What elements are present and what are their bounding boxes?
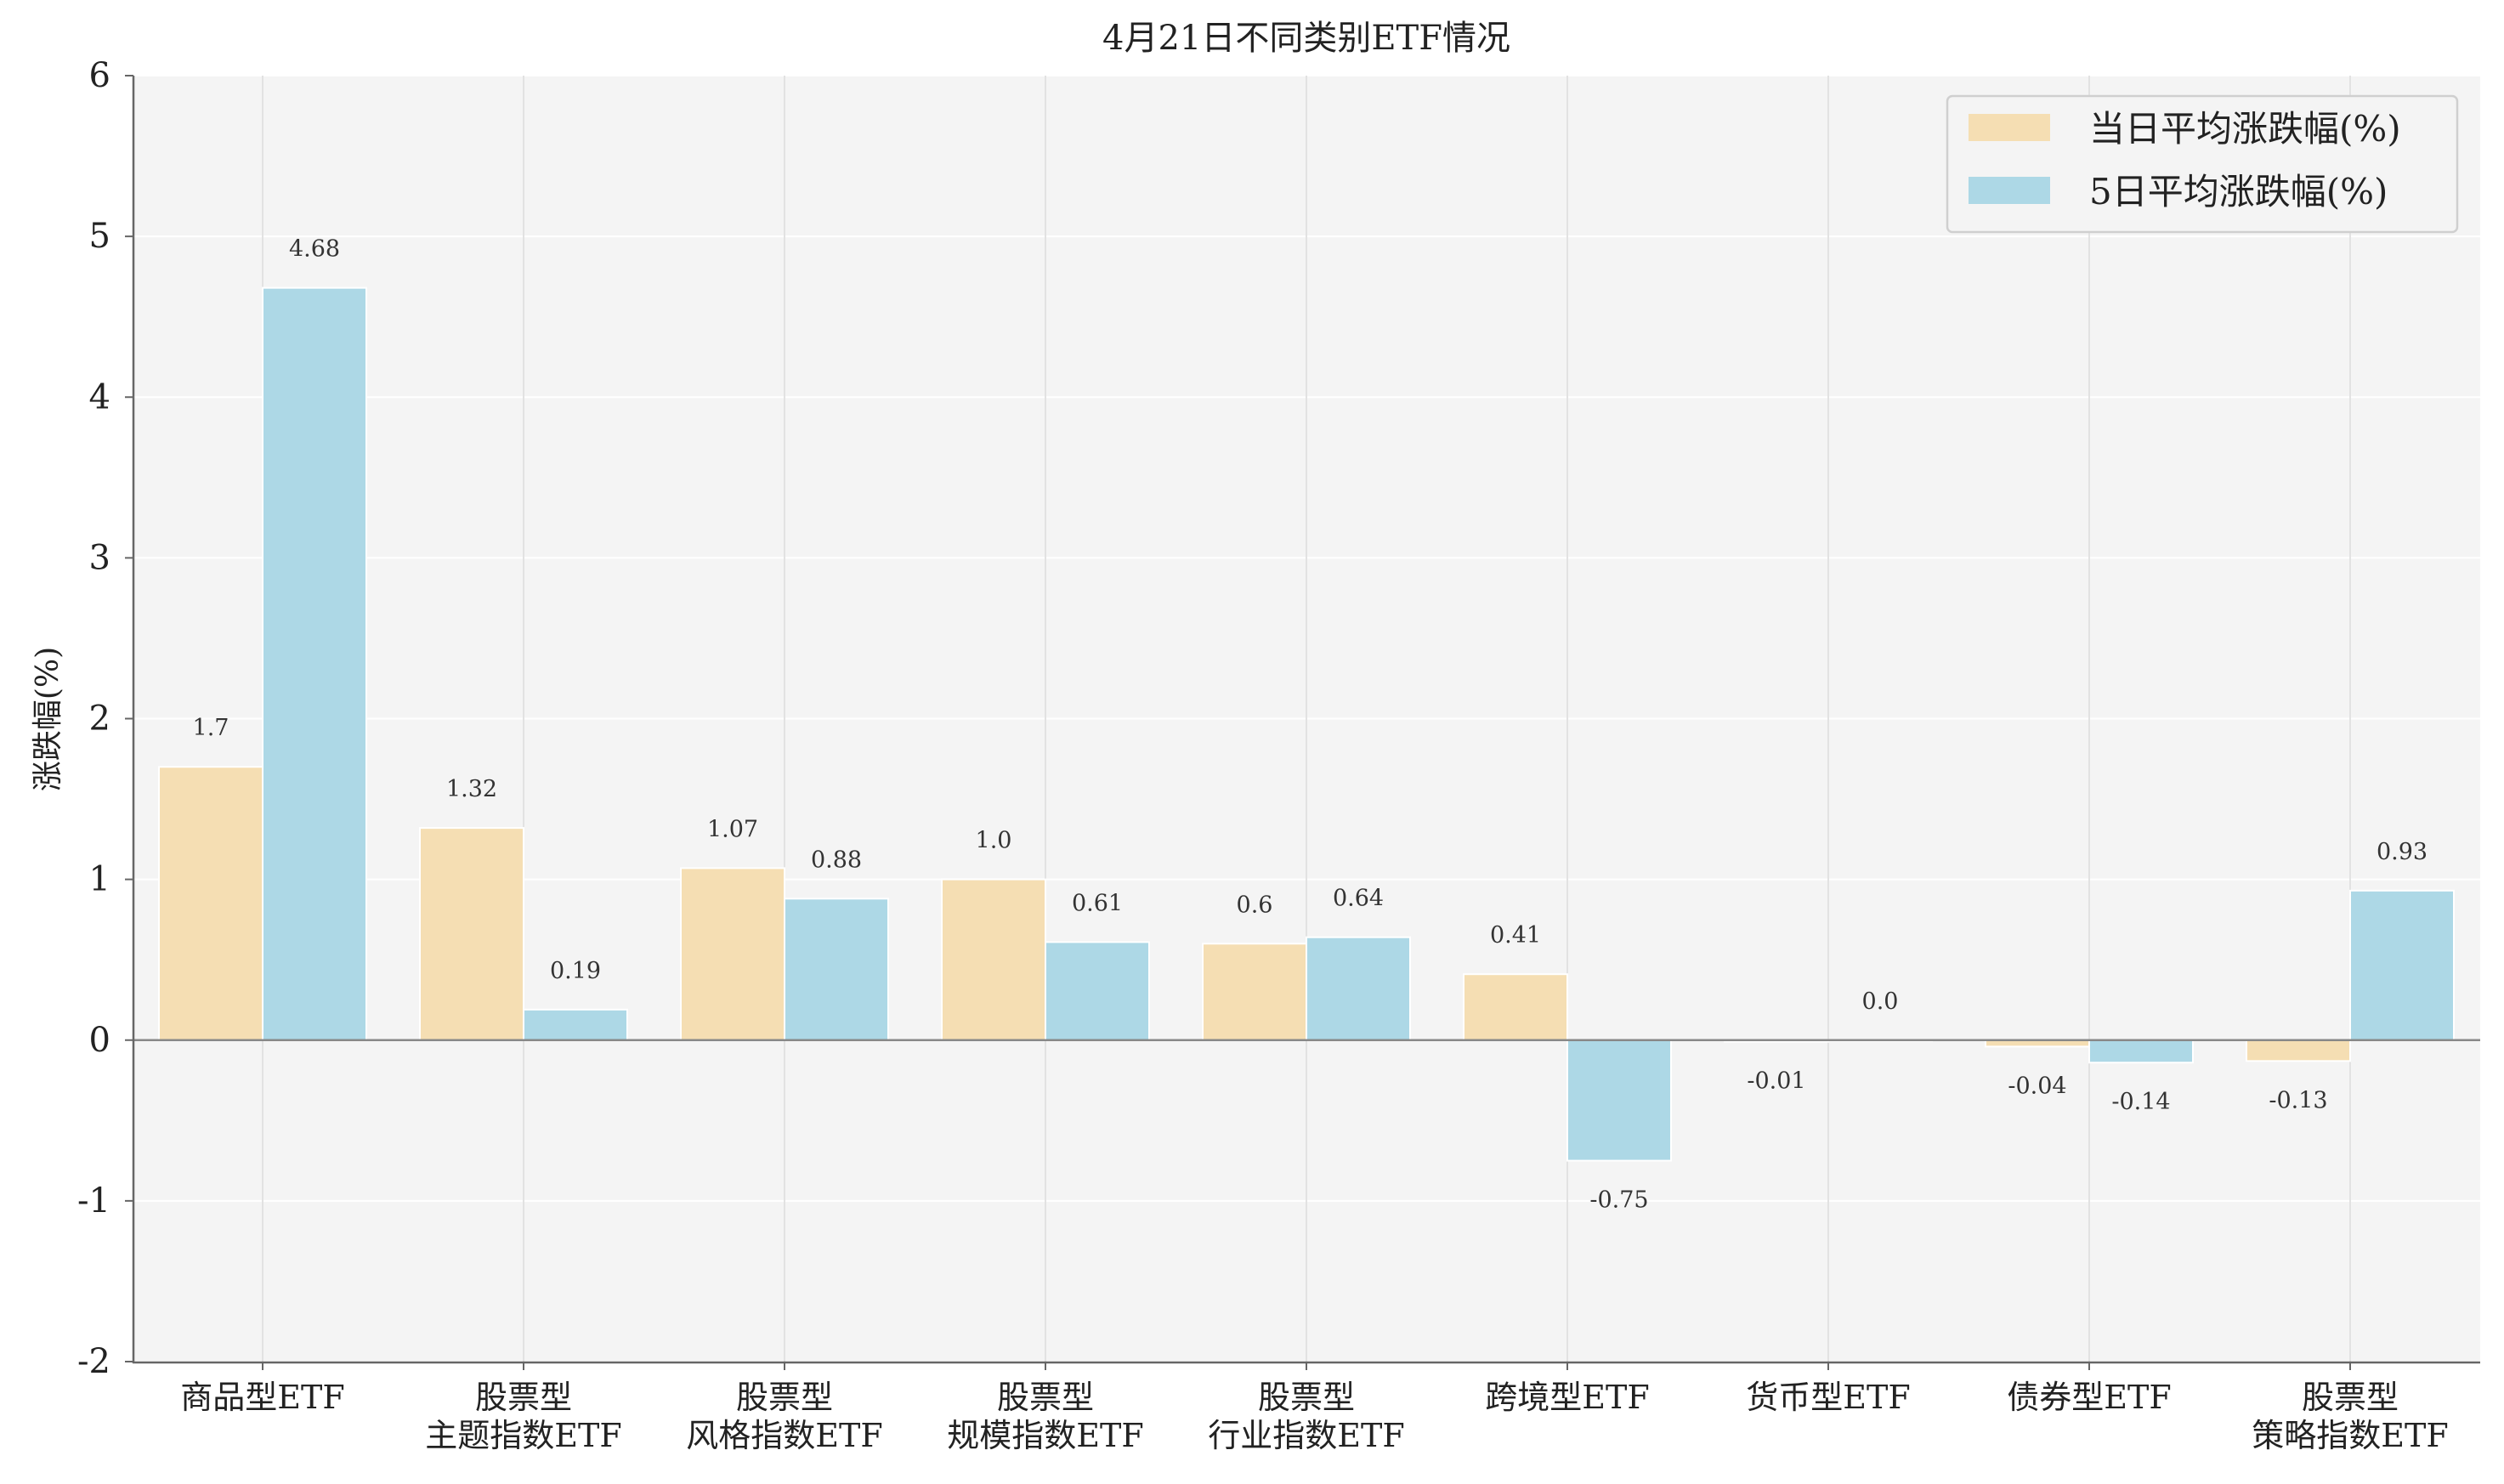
bar-today-5 xyxy=(1463,973,1568,1041)
data-labels: 1.7 1.32 1.07 1.0 0.6 0.41 -0.01 -0.04 -0.13 4.68… xyxy=(193,236,2428,1214)
x-tick-label: 主题指数ETF xyxy=(425,1417,621,1454)
y-tick-label: 2 xyxy=(89,700,110,739)
bar-today-3 xyxy=(941,878,1046,1041)
bar-5day-5 xyxy=(1566,1039,1672,1162)
data-label: 0.19 xyxy=(550,958,601,984)
bar-today-2 xyxy=(680,867,785,1041)
legend-swatch-today xyxy=(1969,114,2050,141)
y-tick-label: 3 xyxy=(89,538,110,577)
bar-5day-7 xyxy=(2088,1039,2194,1064)
y-tick-labels: 6 5 4 3 2 1 0 -1 -2 xyxy=(77,56,133,1381)
bar-5day-3 xyxy=(1045,941,1150,1041)
data-label: -0.75 xyxy=(1589,1187,1648,1214)
x-tick-label: 股票型 xyxy=(475,1379,572,1416)
data-label: 1.32 xyxy=(446,776,497,802)
x-tick-label: 商品型ETF xyxy=(180,1379,344,1416)
y-tick-label: -1 xyxy=(77,1181,110,1221)
data-label: 1.07 xyxy=(707,816,758,842)
x-tick-label: 跨境型ETF xyxy=(1485,1379,1649,1416)
data-label: 0.41 xyxy=(1490,922,1541,949)
data-label: -0.14 xyxy=(2111,1089,2170,1115)
x-tick-label: 行业指数ETF xyxy=(1208,1417,1404,1454)
x-tick-label: 股票型 xyxy=(2302,1379,2399,1416)
bar-5day-4 xyxy=(1306,936,1411,1041)
x-tick-labels: 商品型ETF 股票型主题指数ETF股票型风格指数ETF股票型规模指数ETF股票型行… xyxy=(180,1362,2449,1454)
data-label: 0.88 xyxy=(811,847,862,873)
x-tick-label: 货币型ETF xyxy=(1746,1379,1910,1416)
legend: 当日平均涨跌幅(%) 5日平均涨跌幅(%) xyxy=(1946,94,2459,234)
y-tick-label: 5 xyxy=(89,217,110,256)
data-label: -0.13 xyxy=(2269,1087,2327,1113)
data-label: 0.0 xyxy=(1862,988,1899,1015)
bars xyxy=(158,286,2455,1162)
x-tick-label: 股票型 xyxy=(1258,1379,1355,1416)
x-tick-label: 策略指数ETF xyxy=(2252,1417,2448,1454)
x-tick-label: 股票型 xyxy=(736,1379,833,1416)
data-label: 1.0 xyxy=(976,828,1012,854)
bar-5day-8 xyxy=(2349,889,2455,1041)
y-tick-label: 0 xyxy=(89,1021,110,1060)
data-label: 0.6 xyxy=(1237,892,1273,918)
bar-today-8 xyxy=(2246,1039,2351,1062)
bar-today-1 xyxy=(419,827,524,1041)
chart-title: 4月21日不同类别ETF情况 xyxy=(1102,19,1510,58)
y-tick-label: 1 xyxy=(89,860,110,899)
x-tick-label: 债券型ETF xyxy=(2007,1379,2171,1416)
bar-5day-2 xyxy=(784,898,889,1041)
bar-5day-0 xyxy=(262,286,367,1041)
x-tick-label: 风格指数ETF xyxy=(686,1417,882,1454)
data-label: -0.01 xyxy=(1747,1068,1805,1095)
data-label: 1.7 xyxy=(193,715,229,741)
y-axis-label: 涨跌幅(%) xyxy=(31,647,65,791)
bar-today-0 xyxy=(158,766,263,1041)
x-tick-label: 股票型 xyxy=(997,1379,1094,1416)
y-tick-label: -2 xyxy=(77,1342,110,1381)
data-label: 0.61 xyxy=(1072,890,1123,916)
legend-box xyxy=(1946,94,2459,234)
data-label: 0.93 xyxy=(2377,839,2428,865)
data-label: -0.04 xyxy=(2008,1073,2066,1099)
data-label: 4.68 xyxy=(289,236,340,263)
legend-label-5day: 5日平均涨跌幅(%) xyxy=(2089,171,2388,212)
bar-5day-1 xyxy=(523,1008,628,1041)
legend-label-today: 当日平均涨跌幅(%) xyxy=(2089,108,2401,150)
y-tick-label: 4 xyxy=(89,377,110,416)
legend-swatch-5day xyxy=(1969,177,2050,204)
y-tick-label: 6 xyxy=(89,56,110,95)
bar-today-4 xyxy=(1202,943,1307,1041)
data-label: 0.64 xyxy=(1333,886,1384,912)
x-tick-label: 规模指数ETF xyxy=(947,1417,1143,1454)
